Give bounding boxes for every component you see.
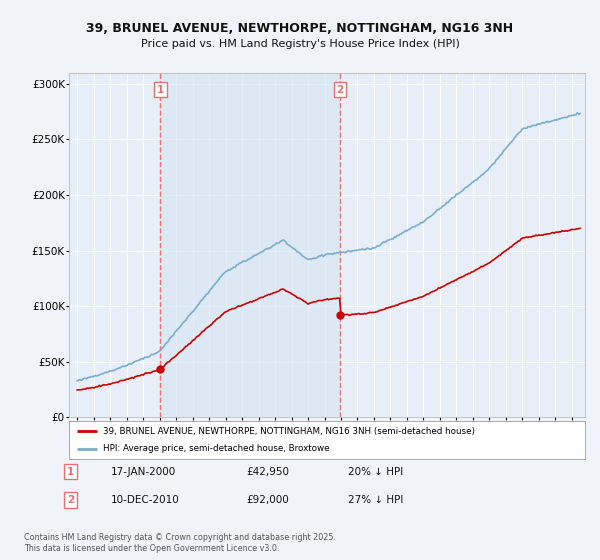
Text: £92,000: £92,000 [246, 495, 289, 505]
Text: 17-JAN-2000: 17-JAN-2000 [111, 466, 176, 477]
Text: 2: 2 [67, 495, 74, 505]
Text: 2: 2 [337, 85, 344, 95]
Text: 39, BRUNEL AVENUE, NEWTHORPE, NOTTINGHAM, NG16 3NH: 39, BRUNEL AVENUE, NEWTHORPE, NOTTINGHAM… [86, 22, 514, 35]
Text: 1: 1 [157, 85, 164, 95]
Text: 39, BRUNEL AVENUE, NEWTHORPE, NOTTINGHAM, NG16 3NH (semi-detached house): 39, BRUNEL AVENUE, NEWTHORPE, NOTTINGHAM… [103, 427, 475, 436]
Text: 10-DEC-2010: 10-DEC-2010 [111, 495, 180, 505]
Text: Price paid vs. HM Land Registry's House Price Index (HPI): Price paid vs. HM Land Registry's House … [140, 39, 460, 49]
Text: 27% ↓ HPI: 27% ↓ HPI [348, 495, 403, 505]
Text: 1: 1 [67, 466, 74, 477]
Text: Contains HM Land Registry data © Crown copyright and database right 2025.
This d: Contains HM Land Registry data © Crown c… [24, 533, 336, 553]
Text: HPI: Average price, semi-detached house, Broxtowe: HPI: Average price, semi-detached house,… [103, 445, 329, 454]
Text: £42,950: £42,950 [246, 466, 289, 477]
Bar [160, 73, 340, 417]
Text: 20% ↓ HPI: 20% ↓ HPI [348, 466, 403, 477]
